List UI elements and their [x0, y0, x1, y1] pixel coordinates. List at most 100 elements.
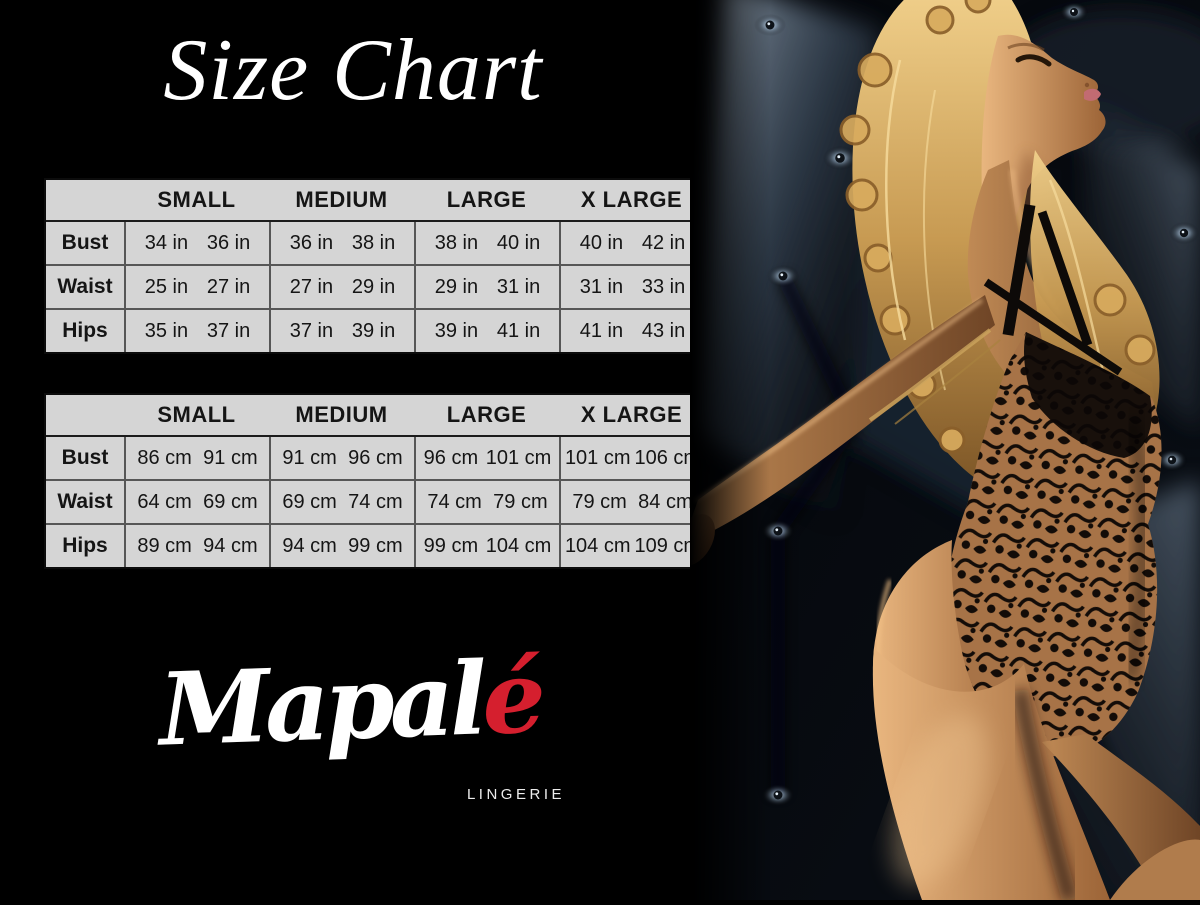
- measurement-cell: 74 cm 79 cm: [414, 481, 559, 523]
- column-header-large: LARGE: [446, 187, 527, 212]
- measurement-value: 91 cm: [203, 446, 258, 469]
- measurement-cell: 27 in 29 in: [269, 266, 414, 308]
- measurement-value: 35 in: [144, 319, 189, 342]
- measurement-cell: 89 cm 94 cm: [124, 525, 269, 567]
- measurement-value: 101 cm: [485, 446, 552, 469]
- measurement-cell: 94 cm 99 cm: [269, 525, 414, 567]
- calf: [1110, 839, 1200, 900]
- measurement-cell: 40 in 42 in: [559, 222, 704, 264]
- measurement-cell: 79 cm 84 cm: [559, 481, 704, 523]
- measurement-cell: 91 cm 96 cm: [269, 437, 414, 479]
- measurement-value: 41 in: [579, 319, 624, 342]
- brand-wordmark: Mapalé: [18, 637, 681, 770]
- measurement-value: 33 in: [641, 275, 686, 298]
- measurement-cell: 64 cm 69 cm: [124, 481, 269, 523]
- tufted-button: [823, 146, 857, 170]
- tufted-button: [1157, 449, 1187, 471]
- tufted-button: [754, 14, 786, 36]
- measurement-cell: 31 in 33 in: [559, 266, 704, 308]
- measurement-cell: 36 in 38 in: [269, 222, 414, 264]
- measurement-value: 79 cm: [493, 490, 548, 513]
- measurement-cell: 29 in 31 in: [414, 266, 559, 308]
- measurement-value: 31 in: [496, 275, 541, 298]
- measurement-value: 69 cm: [203, 490, 258, 513]
- measurement-cell: 69 cm 74 cm: [269, 481, 414, 523]
- measurement-value: 43 in: [641, 319, 686, 342]
- lace-cup: [1024, 332, 1152, 458]
- measurement-cell: 96 cm 101 cm: [414, 437, 559, 479]
- row-label: Waist: [57, 275, 113, 298]
- column-header-xlarge: X LARGE: [580, 187, 683, 212]
- table-row-bust: Bust 34 in 36 in 36 in 38 in 38 in 40 in 40…: [46, 222, 704, 264]
- hair-strand: [868, 328, 992, 422]
- column-header-small: SMALL: [157, 402, 236, 427]
- model-photo-illustration: [673, 0, 1200, 903]
- measurement-value: 89 cm: [137, 534, 192, 557]
- measurement-value: 42 in: [641, 231, 686, 254]
- table-row-hips: Hips 35 in 37 in 37 in 39 in 39 in 41 in 41…: [46, 308, 704, 352]
- measurement-cell: 104 cm 109 cm: [559, 525, 704, 567]
- measurement-value: 37 in: [289, 319, 334, 342]
- measurement-value: 40 in: [496, 231, 541, 254]
- column-header-medium: MEDIUM: [295, 402, 388, 427]
- measurement-value: 79 cm: [572, 490, 627, 513]
- column-header-xlarge: X LARGE: [580, 402, 683, 427]
- measurement-value: 41 in: [496, 319, 541, 342]
- model-legs: [872, 540, 1200, 903]
- tufted-button: [767, 265, 799, 287]
- measurement-cell: 25 in 27 in: [124, 266, 269, 308]
- measurement-cell: 99 cm 104 cm: [414, 525, 559, 567]
- row-label: Hips: [62, 534, 108, 557]
- measurement-value: 96 cm: [423, 446, 479, 469]
- measurement-cell: 101 cm 106 cm: [559, 437, 704, 479]
- measurement-value: 36 in: [206, 231, 251, 254]
- measurement-value: 29 in: [351, 275, 396, 298]
- eyelash: [1015, 54, 1052, 67]
- measurement-value: 104 cm: [485, 534, 552, 557]
- tufted-button: [1169, 222, 1199, 244]
- measurement-value: 94 cm: [282, 534, 337, 557]
- page-title: Size Chart: [163, 22, 543, 119]
- measurement-value: 69 cm: [282, 490, 337, 513]
- measurement-value: 109 cm: [634, 534, 701, 557]
- table-row-bust: Bust 86 cm 91 cm 91 cm 96 cm 96 cm 101 cm 1…: [46, 437, 704, 479]
- measurement-value: 29 in: [434, 275, 479, 298]
- table-row-waist: Waist 25 in 27 in 27 in 29 in 29 in 31 in 3…: [46, 264, 704, 308]
- measurement-value: 64 cm: [137, 490, 192, 513]
- lips: [1084, 88, 1101, 101]
- model-photo: [673, 0, 1200, 903]
- measurement-value: 86 cm: [137, 446, 192, 469]
- measurement-value: 94 cm: [203, 534, 258, 557]
- tufted-button: [762, 520, 794, 542]
- measurement-cell: 35 in 37 in: [124, 310, 269, 352]
- shoulder-strap: [1002, 204, 1036, 336]
- measurement-value: 99 cm: [423, 534, 479, 557]
- table-row-hips: Hips 89 cm 94 cm 94 cm 99 cm 99 cm 104 cm 1…: [46, 523, 704, 567]
- measurement-value: 91 cm: [282, 446, 337, 469]
- measurement-cell: 37 in 39 in: [269, 310, 414, 352]
- measurement-value: 96 cm: [348, 446, 403, 469]
- column-header-medium: MEDIUM: [295, 187, 388, 212]
- tufted-button: [762, 784, 794, 806]
- measurement-value: 74 cm: [427, 490, 482, 513]
- table-row-waist: Waist 64 cm 69 cm 69 cm 74 cm 74 cm 79 cm 7…: [46, 479, 704, 523]
- nostril: [1084, 82, 1090, 88]
- column-header-large: LARGE: [446, 402, 527, 427]
- measurement-cell: 39 in 41 in: [414, 310, 559, 352]
- measurement-value: 31 in: [579, 275, 624, 298]
- brand-logo: Mapalé LINGERIE: [20, 637, 680, 823]
- measurement-value: 27 in: [289, 275, 334, 298]
- row-label: Bust: [61, 231, 109, 254]
- cross-strap: [983, 278, 1123, 376]
- measurement-value: 74 cm: [348, 490, 403, 513]
- brand-tagline: LINGERIE: [466, 786, 565, 803]
- eyebrow: [1007, 42, 1045, 52]
- column-header-small: SMALL: [157, 187, 236, 212]
- measurement-cell: 86 cm 91 cm: [124, 437, 269, 479]
- size-table-centimeters: SMALL MEDIUM LARGE X LARGE Bust 86 cm 91 …: [44, 393, 706, 569]
- measurement-value: 99 cm: [348, 534, 403, 557]
- row-label: Hips: [62, 319, 108, 342]
- row-label: Waist: [57, 490, 113, 513]
- measurement-cell: 41 in 43 in: [559, 310, 704, 352]
